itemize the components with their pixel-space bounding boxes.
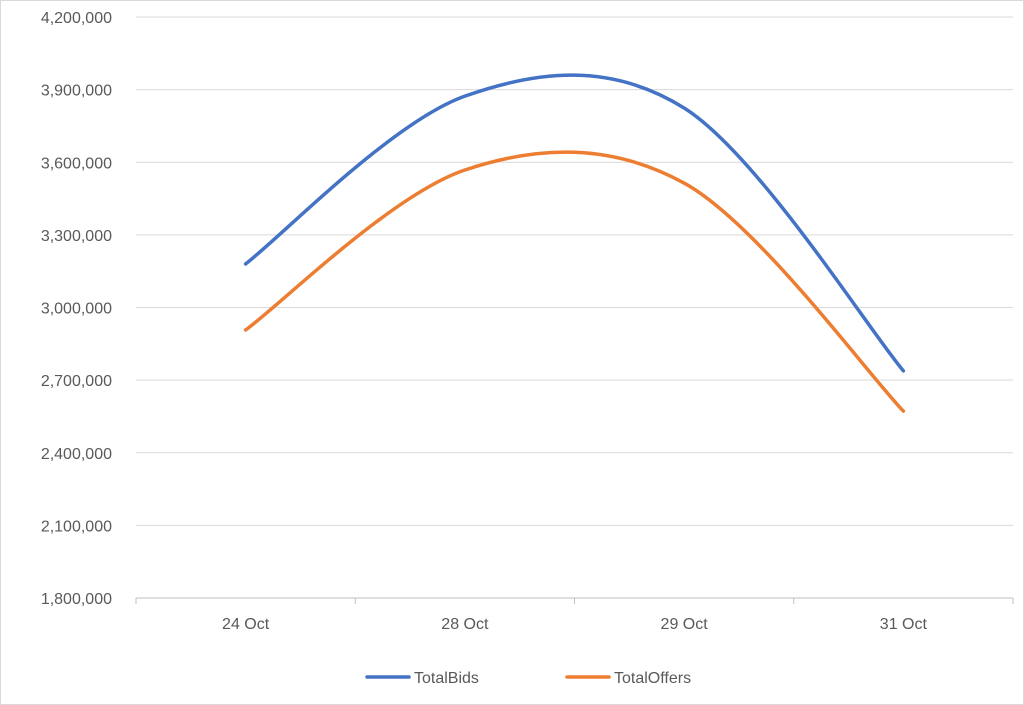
y-tick-label: 3,300,000 (41, 228, 112, 245)
y-tick-label: 3,000,000 (41, 301, 112, 318)
x-axis: 24 Oct 28 Oct 29 Oct 31 Oct (135, 597, 1014, 633)
series-line-totaloffers (243, 150, 906, 413)
y-tick-label: 3,900,000 (41, 83, 112, 100)
legend: TotalBids TotalOffers (365, 670, 691, 687)
y-axis-ticks: 1,800,000 2,100,000 2,400,000 2,700,000 3,00… (41, 10, 112, 608)
x-tick-label: 28 Oct (441, 616, 489, 633)
gridlines (136, 16, 1013, 526)
y-tick-label: 4,200,000 (41, 10, 112, 27)
series-lines (243, 73, 906, 413)
x-tick-label: 29 Oct (661, 616, 709, 633)
x-tick-label: 31 Oct (880, 616, 928, 633)
y-tick-label: 2,400,000 (41, 446, 112, 463)
legend-label: TotalBids (414, 670, 479, 687)
x-tick-label: 24 Oct (222, 616, 270, 633)
y-tick-label: 1,800,000 (41, 591, 112, 608)
legend-label: TotalOffers (614, 670, 691, 687)
y-tick-label: 2,700,000 (41, 373, 112, 390)
y-tick-label: 3,600,000 (41, 155, 112, 172)
series-line-totalbids (243, 73, 906, 373)
y-tick-label: 2,100,000 (41, 518, 112, 535)
